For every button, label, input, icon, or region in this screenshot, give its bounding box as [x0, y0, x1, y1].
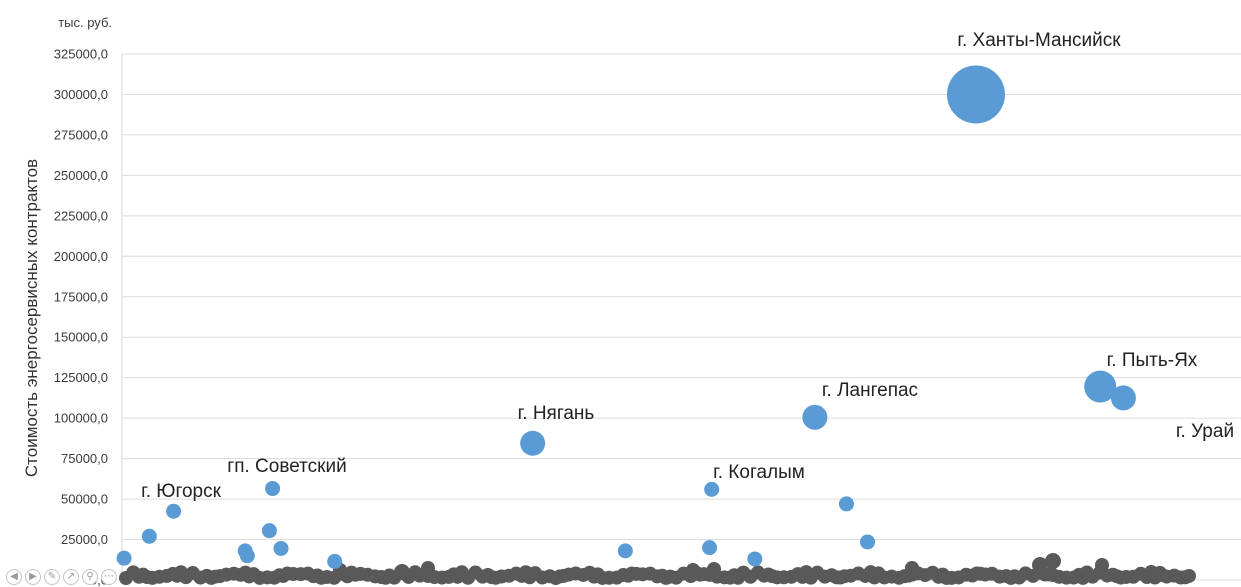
point-labels: г. Ханты-Мансийск г. Пыть-Ях г. Урай г. Лан…: [141, 30, 1234, 502]
data-point: [702, 540, 718, 556]
y-axis-ticks: 0,025000,050000,075000,0100000,0125000,0…: [54, 47, 108, 587]
data-point: [1084, 370, 1117, 403]
point-label: г. Урай: [1176, 421, 1234, 442]
point-label: г. Югорск: [141, 481, 222, 502]
data-point: [617, 543, 633, 559]
y-tick-label: 25000,0: [61, 532, 108, 547]
point-label: г. Ханты-Мансийск: [957, 30, 1121, 51]
y-tick-label: 300000,0: [54, 87, 108, 102]
data-point: [802, 404, 828, 430]
small-data-point: [1032, 557, 1048, 573]
small-data-point: [1181, 568, 1196, 583]
data-point: [273, 540, 289, 556]
y-axis-title: Стоимость энергосервисных контрактов: [22, 159, 41, 477]
point-label: г. Пыть-Ях: [1107, 350, 1198, 371]
point-label: г. Нягань: [518, 403, 595, 424]
data-point: [116, 550, 132, 566]
share-icon[interactable]: ↗: [63, 569, 79, 585]
small-data-point: [394, 564, 410, 580]
more-icon[interactable]: ⋯: [101, 569, 117, 585]
y-tick-label: 200000,0: [54, 249, 108, 264]
data-point: [141, 528, 157, 544]
data-point: [860, 534, 876, 550]
data-point: [946, 65, 1005, 124]
y-tick-label: 175000,0: [54, 289, 108, 304]
data-point: [327, 553, 343, 569]
slide-toolbar: ◀ ▶ ✎ ↗ ⚲ ⋯: [6, 569, 117, 587]
data-point: [520, 430, 546, 456]
unit-label: тыс. руб.: [58, 15, 112, 30]
y-tick-label: 100000,0: [54, 411, 108, 426]
data-point: [239, 548, 255, 564]
y-tick-label: 275000,0: [54, 127, 108, 142]
small-data-point: [1095, 558, 1109, 572]
y-tick-label: 125000,0: [54, 370, 108, 385]
y-tick-label: 250000,0: [54, 168, 108, 183]
y-tick-label: 75000,0: [61, 451, 108, 466]
next-icon[interactable]: ▶: [25, 569, 41, 585]
point-label: гп. Советский: [227, 456, 346, 477]
data-point: [1110, 385, 1136, 411]
small-data-point: [686, 563, 700, 577]
small-points-layer: [119, 553, 1196, 585]
data-point: [747, 551, 763, 567]
data-point: [838, 496, 854, 512]
data-points: [116, 65, 1136, 569]
point-label: г. Лангепас: [822, 380, 918, 401]
small-data-point: [1155, 568, 1169, 582]
data-point: [166, 503, 182, 519]
data-point: [704, 481, 720, 497]
y-tick-label: 50000,0: [61, 492, 108, 507]
y-tick-label: 325000,0: [54, 47, 108, 62]
point-label: г. Когалым: [713, 462, 805, 483]
y-tick-label: 150000,0: [54, 330, 108, 345]
zoom-icon[interactable]: ⚲: [82, 569, 98, 585]
data-point: [261, 523, 277, 539]
edit-icon[interactable]: ✎: [44, 569, 60, 585]
gridlines: [121, 53, 1241, 581]
small-data-point: [421, 561, 435, 575]
small-data-point: [1045, 553, 1061, 569]
small-data-point: [707, 562, 721, 576]
prev-icon[interactable]: ◀: [6, 569, 22, 585]
y-tick-label: 225000,0: [54, 208, 108, 223]
small-data-point: [905, 561, 919, 575]
data-point: [265, 481, 281, 497]
